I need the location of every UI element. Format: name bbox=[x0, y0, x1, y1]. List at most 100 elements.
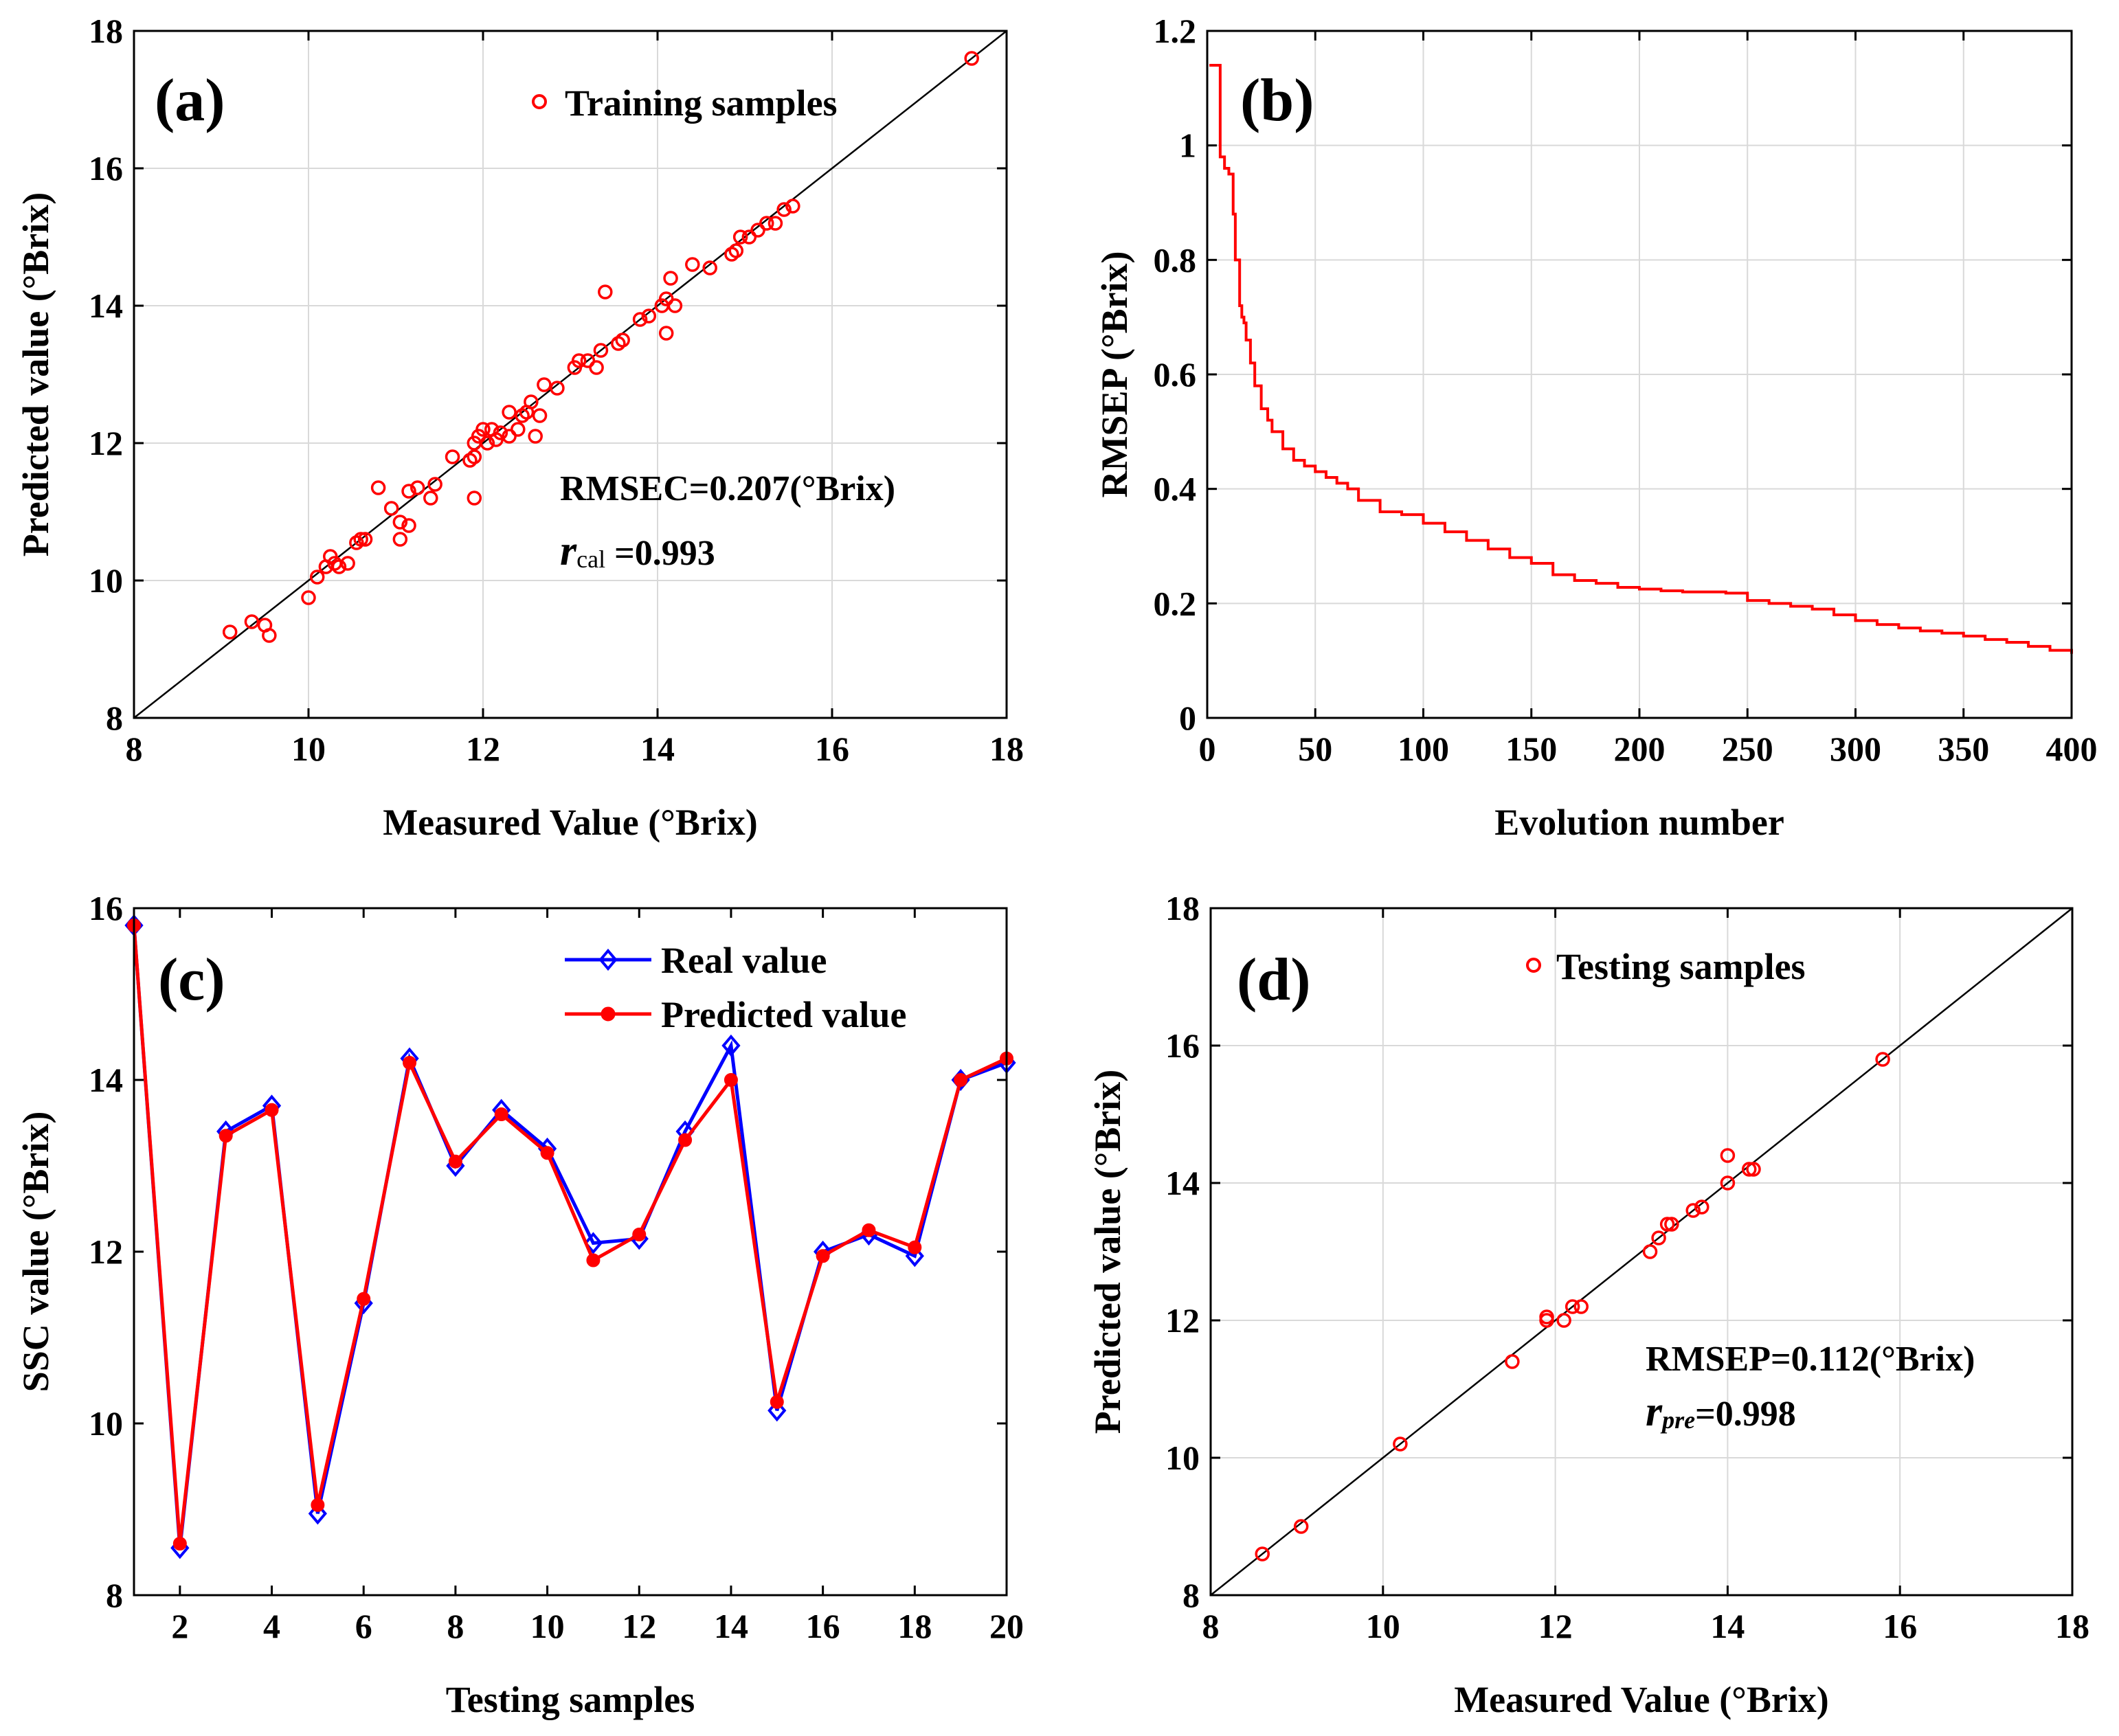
panel-a-ytick-label: 18 bbox=[89, 12, 123, 50]
panel-a-sample-point bbox=[776, 202, 792, 217]
panel-a-sample-point bbox=[467, 491, 482, 506]
panel-a-ylabel: Predicted value (°Brix) bbox=[15, 192, 56, 556]
panel-c-predicted-marker bbox=[494, 1107, 508, 1121]
panel-b-ytick-label: 0.6 bbox=[1154, 355, 1197, 394]
panel-a: 8 10 12 14 16 18 8 10 12 14 16 18 (a) Training samp… bbox=[15, 12, 1024, 843]
panel-a-sample-point bbox=[480, 436, 495, 451]
panel-a-sample-point bbox=[550, 381, 565, 396]
panel-c-predicted-marker bbox=[218, 1129, 233, 1143]
panel-d-r: rpre=0.998 bbox=[1646, 1388, 1796, 1435]
panel-a-legend-marker bbox=[532, 94, 547, 109]
panel-a-xtick-label: 16 bbox=[815, 730, 849, 768]
panel-a-sample-point bbox=[732, 229, 748, 245]
panel-b-ytick-label: 0 bbox=[1179, 699, 1196, 737]
panel-c-predicted-marker bbox=[908, 1240, 922, 1254]
panel-d-frame bbox=[1209, 907, 2074, 1597]
panel-a-sample-point bbox=[353, 532, 368, 547]
panel-c-predicted-marker bbox=[265, 1103, 279, 1117]
panel-d-xlabel: Measured Value (°Brix) bbox=[1454, 1679, 1829, 1720]
panel-a-xtick-label: 18 bbox=[989, 730, 1024, 768]
panel-a-xtick-label: 14 bbox=[640, 730, 675, 768]
panel-d-sample-point bbox=[1720, 1148, 1736, 1163]
panel-c-legend-real-marker bbox=[598, 948, 618, 971]
panel-c-predicted-marker bbox=[311, 1498, 325, 1512]
panel-a-sample-point bbox=[445, 449, 460, 464]
panel-d-sample-point bbox=[1746, 1162, 1761, 1177]
panel-a-ytick-label: 16 bbox=[89, 149, 123, 188]
panel-d-r-subscript: pre bbox=[1660, 1406, 1695, 1434]
panel-a-sample-point bbox=[728, 243, 744, 258]
panel-b: 0 50 100 150 200 250 300 350 400 0 0.2 0.4 0.6 0.8 1 1.… bbox=[1094, 12, 2098, 843]
panel-a-sample-point bbox=[524, 394, 539, 409]
panel-c-xtick-label: 14 bbox=[714, 1607, 748, 1645]
panel-b-xtick-label: 350 bbox=[1938, 730, 1989, 768]
panel-a-ytick-label: 12 bbox=[89, 424, 123, 462]
panel-c-predicted-marker bbox=[403, 1056, 417, 1070]
panel-d: 8 10 12 14 16 18 8 10 12 14 16 18 (d) Testing sampl… bbox=[1087, 889, 2089, 1720]
panel-a-sample-point bbox=[759, 216, 774, 231]
panel-b-xtick-label: 0 bbox=[1199, 730, 1216, 768]
panel-c-legend-pred-marker bbox=[601, 1006, 616, 1022]
panel-b-xtick-label: 50 bbox=[1298, 730, 1332, 768]
panel-c-ytick-label: 8 bbox=[106, 1576, 123, 1614]
panel-c-predicted-marker bbox=[448, 1154, 462, 1169]
panel-a-sample-point bbox=[493, 425, 508, 440]
panel-c-legend: Real value Predicted value bbox=[565, 940, 906, 1035]
panel-c-ytick-label: 10 bbox=[89, 1404, 123, 1443]
panel-b-ytick-label: 0.8 bbox=[1154, 240, 1197, 279]
panel-d-sample-point bbox=[1393, 1436, 1408, 1452]
panel-a-sample-point bbox=[357, 532, 373, 547]
panel-d-legend-marker bbox=[1526, 958, 1541, 973]
panel-d-ytick-label: 8 bbox=[1182, 1576, 1200, 1614]
panel-b-ytick-label: 1.2 bbox=[1154, 12, 1197, 50]
panel-a-xtick-label: 10 bbox=[291, 730, 326, 768]
panel-a-sample-point bbox=[511, 422, 526, 437]
panel-a-rmsec: RMSEC=0.207(°Brix) bbox=[560, 469, 895, 508]
panel-a-sample-point bbox=[702, 260, 717, 275]
panel-d-sample-point bbox=[1664, 1217, 1679, 1232]
panel-a-sample-point bbox=[475, 422, 491, 437]
panel-a-sample-point bbox=[244, 614, 260, 629]
panel-c-real-marker bbox=[308, 1502, 327, 1525]
panel-a-r: rcal =0.993 bbox=[560, 528, 715, 574]
panel-c-xtick-label: 2 bbox=[171, 1607, 188, 1645]
panel-d-r-symbol: r bbox=[1646, 1388, 1663, 1435]
panel-c-ytick-label: 12 bbox=[89, 1232, 123, 1271]
panel-a-sample-point bbox=[685, 257, 700, 272]
panel-d-sample-point bbox=[1694, 1199, 1709, 1215]
panel-c-xtick-label: 20 bbox=[989, 1607, 1024, 1645]
panel-d-sample-point bbox=[1556, 1313, 1571, 1328]
panel-a-ytick-label: 14 bbox=[89, 286, 123, 325]
panel-b-ytick-label: 0.4 bbox=[1154, 470, 1197, 508]
panel-b-xtick-label: 400 bbox=[2046, 730, 2098, 768]
panel-d-sample-point bbox=[1659, 1217, 1675, 1232]
panel-c-predicted-marker bbox=[357, 1292, 371, 1306]
panel-c-real-marker bbox=[721, 1034, 741, 1057]
panel-a-sample-point bbox=[383, 501, 399, 516]
panel-c: 2 4 6 8 10 12 14 16 18 20 8 10 12 14 16 (c) Real value… bbox=[15, 889, 1024, 1720]
panel-b-xlabel: Evolution number bbox=[1494, 802, 1784, 843]
panel-a-xtick-label: 12 bbox=[466, 730, 500, 768]
panel-a-sample-point bbox=[423, 491, 438, 506]
panel-c-xtick-label: 16 bbox=[806, 1607, 840, 1645]
panel-d-sample-point bbox=[1293, 1519, 1309, 1534]
panel-a-marks bbox=[133, 30, 1007, 719]
panel-a-sample-point bbox=[309, 570, 325, 585]
panel-a-sample-point bbox=[598, 284, 613, 300]
panel-a-r-value: =0.993 bbox=[605, 534, 715, 573]
panel-c-xtick-label: 4 bbox=[263, 1607, 280, 1645]
panel-c-xlabel: Testing samples bbox=[446, 1679, 695, 1720]
panel-d-xtick-label: 18 bbox=[2055, 1607, 2089, 1645]
panel-c-real-marker bbox=[583, 1232, 603, 1254]
panel-d-ytick-label: 14 bbox=[1165, 1164, 1200, 1202]
panel-a-sample-point bbox=[785, 199, 800, 214]
panel-c-real-marker bbox=[767, 1399, 787, 1422]
panel-b-ticks: 0 50 100 150 200 250 300 350 400 0 0.2 0.4 0.6 0.8 1 1.… bbox=[1154, 12, 2098, 768]
panel-a-sample-point bbox=[532, 408, 548, 423]
panel-b-tag: (b) bbox=[1240, 67, 1314, 134]
panel-b-rmsep-curve bbox=[1209, 64, 2073, 654]
panel-d-sample-point bbox=[1573, 1299, 1589, 1314]
panel-b-grid bbox=[1207, 30, 2072, 719]
panel-a-sample-point bbox=[528, 429, 543, 444]
